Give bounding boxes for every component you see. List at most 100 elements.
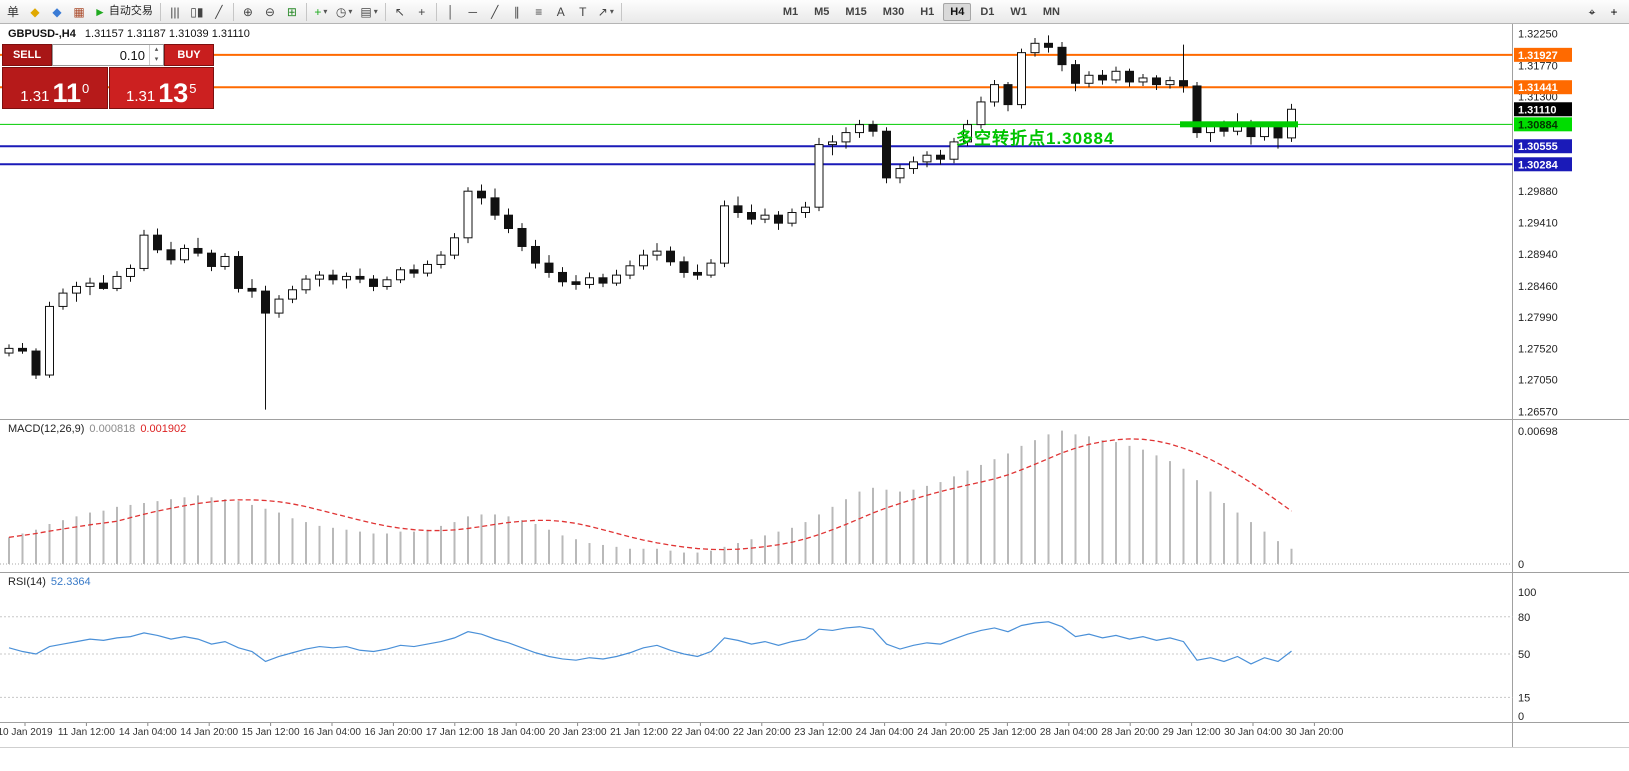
time-axis-label: 21 Jan 12:00 <box>610 727 668 738</box>
tile-windows-icon: ⊞ <box>286 4 297 19</box>
price-axis-label: 1.31300 <box>1518 92 1558 104</box>
vertical-line-icon: │ <box>447 4 455 19</box>
chart-title: GBPUSD-,H4 1.31157 1.31187 1.31039 1.311… <box>8 28 250 40</box>
sell-button[interactable]: SELL <box>2 44 52 66</box>
pivot-annotation[interactable]: 多空转折点1.30884 <box>956 129 1115 148</box>
rsi-axis-label: 50 <box>1518 649 1530 661</box>
toolbar-left-group: 单 ◆ ◆ ▦ ► 自动交易 ||| ▯▮ ╱ ⊕ ⊖ ⊞ + ▾ ◷ ▾ ▤ ▾ ↖ + │ ─ ╱ ∥ ≡ A T ↗ ▾ <box>2 2 625 22</box>
chart-line-button[interactable]: ╱ <box>209 2 229 22</box>
sell-price-base: 1.31 <box>20 88 50 105</box>
alerts-button[interactable]: ◆ <box>25 2 45 22</box>
cursor-button[interactable]: ↖ <box>390 2 410 22</box>
new-order-button[interactable]: 单 <box>3 2 23 22</box>
toolbar-separator <box>305 2 307 21</box>
timeframe-h1-button[interactable]: H1 <box>913 3 941 21</box>
volume-field[interactable]: 0.10 ▴ ▾ <box>52 44 164 66</box>
svg-text:1.30284: 1.30284 <box>1518 159 1559 171</box>
chart-candles-icon: ▯▮ <box>190 4 204 19</box>
buy-price-big: 13 <box>158 78 189 108</box>
sell-price-sup: 0 <box>82 81 90 96</box>
chart-candles-button[interactable]: ▯▮ <box>187 2 207 22</box>
periods-button[interactable]: ◷ ▾ <box>333 2 356 22</box>
add-button[interactable]: + <box>1604 2 1624 22</box>
community-button[interactable]: ◆ <box>47 2 67 22</box>
price-badge: 1.30884 <box>1514 117 1572 132</box>
time-axis-label: 24 Jan 20:00 <box>917 727 975 738</box>
price-axis-labels: 1.32250 1.31770 1.31300 1.29880 1.29410 1.289… <box>1518 28 1558 418</box>
macd-signal-value: 0.001902 <box>140 423 187 435</box>
zoom-in-button[interactable]: ⊕ <box>238 2 258 22</box>
buy-price-sup: 5 <box>189 81 197 96</box>
community-icon: ◆ <box>52 4 62 19</box>
timeframe-mn-button[interactable]: MN <box>1036 3 1067 21</box>
time-axis-label: 22 Jan 04:00 <box>671 727 730 738</box>
timeframe-m1-button[interactable]: M1 <box>776 3 805 21</box>
timeframe-m5-button[interactable]: M5 <box>807 3 836 21</box>
svg-text:1.31927: 1.31927 <box>1518 50 1558 62</box>
price-axis-label: 1.26570 <box>1518 407 1558 419</box>
price-badge: 1.30555 <box>1514 139 1572 154</box>
time-axis-label: 30 Jan 20:00 <box>1285 727 1344 738</box>
timeframe-h4-button[interactable]: H4 <box>943 2 972 21</box>
chart-bars-button[interactable]: ||| <box>165 2 185 22</box>
arrows-button[interactable]: ↗ ▾ <box>595 2 617 22</box>
zoom-in-icon: ⊕ <box>242 4 253 19</box>
text-label-button[interactable]: T <box>573 2 593 22</box>
rsi-label: RSI(14) 52.3364 <box>8 576 91 588</box>
timeframe-m15-button[interactable]: M15 <box>838 3 873 21</box>
templates-button[interactable]: ▤ ▾ <box>357 2 380 22</box>
rsi-axis-label: 0 <box>1518 711 1524 723</box>
volume-stepper: ▴ ▾ <box>149 45 163 65</box>
equidistant-channel-button[interactable]: ∥ <box>507 2 527 22</box>
time-axis-label: 28 Jan 20:00 <box>1101 727 1160 738</box>
fibonacci-button[interactable]: ≡ <box>529 2 549 22</box>
price-axis-label: 1.29880 <box>1518 186 1558 198</box>
price-badge: 1.31927 <box>1514 47 1572 62</box>
toolbar-separator <box>620 2 622 21</box>
add-icon: + <box>1610 4 1618 19</box>
horizontal-line-button[interactable]: ─ <box>463 2 483 22</box>
price-axis-label: 1.32250 <box>1518 28 1558 40</box>
sell-price-button[interactable]: 1.31 11 0 <box>2 67 108 109</box>
time-axis[interactable]: 10 Jan 2019 11 Jan 12:00 14 Jan 04:00 14 Ja… <box>0 723 1513 747</box>
oct-top-row: SELL 0.10 ▴ ▾ BUY <box>2 44 214 66</box>
auto-trading-button[interactable]: ► 自动交易 <box>91 2 156 22</box>
macd-histogram <box>8 430 1293 564</box>
trendline-button[interactable]: ╱ <box>485 2 505 22</box>
candlestick-series <box>4 35 1296 410</box>
new-chart-icon: ▦ <box>73 4 85 19</box>
trendline-icon: ╱ <box>491 4 499 19</box>
pivot-highlight-segment[interactable] <box>1180 121 1298 128</box>
buy-price-button[interactable]: 1.31 13 5 <box>108 67 214 109</box>
timeframe-group: M1 M5 M15 M30 H1 H4 D1 W1 MN <box>775 2 1068 21</box>
zoom-out-button[interactable]: ⊖ <box>260 2 280 22</box>
new-chart-button[interactable]: ▦ <box>69 2 89 22</box>
macd-main-value: 0.000818 <box>89 423 136 435</box>
timeframe-m30-button[interactable]: M30 <box>876 3 911 21</box>
time-axis-label: 25 Jan 12:00 <box>978 727 1037 738</box>
toolbar-right-group: ⌖ + <box>1581 2 1625 22</box>
crosshair-button[interactable]: + <box>412 2 432 22</box>
vertical-line-button[interactable]: │ <box>441 2 461 22</box>
sell-price-big: 11 <box>52 78 81 108</box>
time-axis-label: 11 Jan 12:00 <box>57 727 115 738</box>
timeframe-d1-button[interactable]: D1 <box>973 3 1001 21</box>
macd-label: MACD(12,26,9) 0.000818 0.001902 <box>8 423 186 435</box>
volume-down-icon[interactable]: ▾ <box>154 56 159 63</box>
macd-axis-label: 0 <box>1518 559 1524 571</box>
indicators-button[interactable]: + ▾ <box>311 2 331 22</box>
buy-button[interactable]: BUY <box>164 44 214 66</box>
text-button[interactable]: A <box>551 2 571 22</box>
price-badge: 1.31110 <box>1514 102 1572 117</box>
volume-up-icon[interactable]: ▴ <box>154 46 159 53</box>
arrows-icon: ↗ <box>597 4 608 19</box>
timeframe-w1-button[interactable]: W1 <box>1003 3 1034 21</box>
volume-value: 0.10 <box>119 47 145 63</box>
macd-axis-label: 0.00698 <box>1518 426 1558 438</box>
price-badge: 1.30284 <box>1514 157 1572 172</box>
level-lines[interactable] <box>0 53 1513 166</box>
search-button[interactable]: ⌖ <box>1582 2 1602 22</box>
cursor-icon: ↖ <box>394 4 405 19</box>
tile-windows-button[interactable]: ⊞ <box>282 2 302 22</box>
